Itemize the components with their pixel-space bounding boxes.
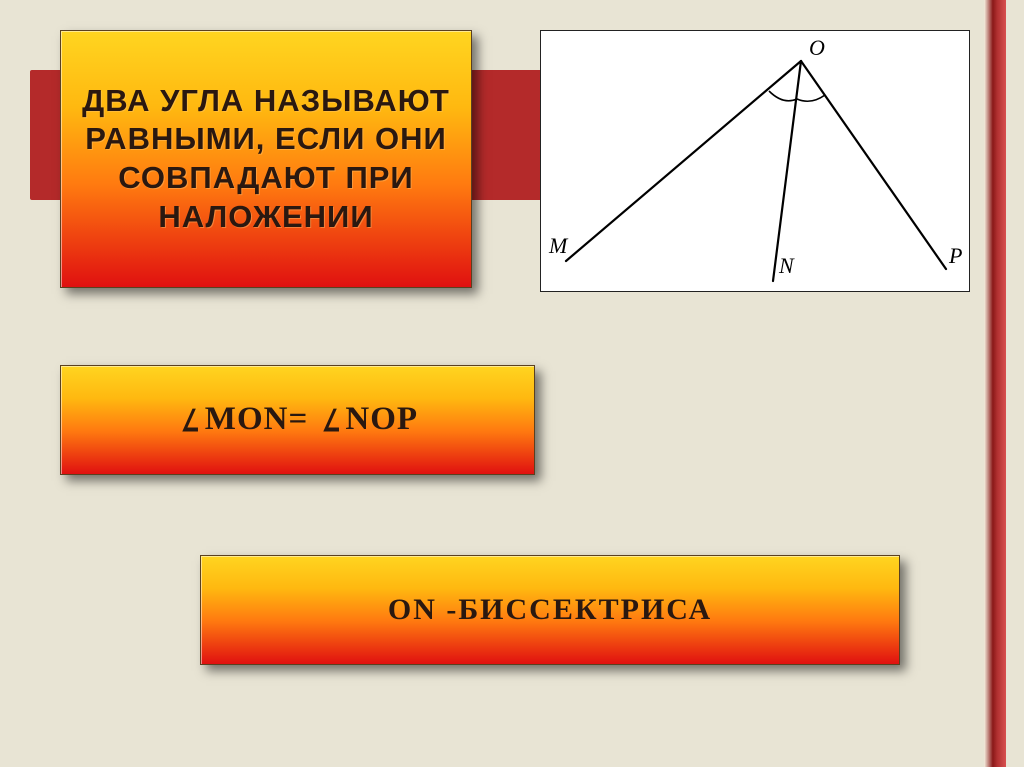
angle-symbol-icon: ∠ [181, 404, 201, 439]
equation-equals: = [288, 401, 308, 437]
equation-text: ∠MON= ∠NOP [177, 401, 418, 439]
angle-symbol-icon: ∠ [322, 404, 342, 439]
equation-right: NOP [345, 401, 418, 437]
side-stripe [984, 0, 1006, 767]
svg-text:N: N [778, 253, 795, 278]
bisector-text: ON -БИССЕКТРИСА [388, 593, 712, 627]
angle-diagram: M N P O [540, 30, 970, 292]
bisector-box: ON -БИССЕКТРИСА [200, 555, 900, 665]
definition-box: ДВА УГЛА НАЗЫВАЮТ РАВНЫМИ, ЕСЛИ ОНИ СОВП… [60, 30, 472, 288]
svg-text:M: M [548, 233, 569, 258]
svg-text:P: P [948, 243, 962, 268]
definition-text: ДВА УГЛА НАЗЫВАЮТ РАВНЫМИ, ЕСЛИ ОНИ СОВП… [81, 82, 451, 237]
svg-text:O: O [809, 35, 825, 60]
angle-svg: M N P O [541, 31, 971, 293]
equation-box: ∠MON= ∠NOP [60, 365, 535, 475]
equation-left: MON [205, 401, 289, 437]
